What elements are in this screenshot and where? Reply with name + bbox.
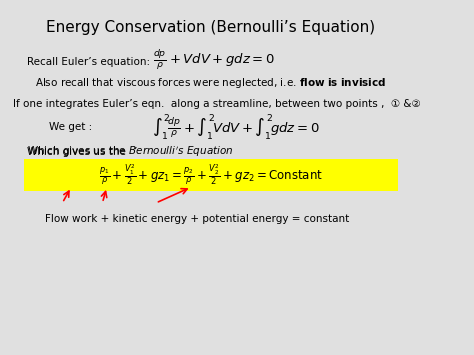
- Text: We get :: We get :: [49, 122, 92, 132]
- Text: Flow work + kinetic energy + potential energy = constant: Flow work + kinetic energy + potential e…: [45, 214, 349, 224]
- Text: $\frac{dp}{\rho}+VdV+gdz=0$: $\frac{dp}{\rho}+VdV+gdz=0$: [153, 48, 274, 72]
- Text: Recall Euler’s equation:: Recall Euler’s equation:: [27, 57, 150, 67]
- Text: Which gives us the $\mathbf{\mathit{Bernoulli's\ Equation}}$: Which gives us the $\mathbf{\mathit{Bern…: [27, 145, 233, 159]
- Text: $\int_1^2\!\frac{dp}{\rho}+\int_1^2\!VdV+\int_1^2\!gdz=0$: $\int_1^2\!\frac{dp}{\rho}+\int_1^2\!VdV…: [152, 112, 320, 142]
- Text: If one integrates Euler’s eqn.  along a streamline, between two points ,  ① &②: If one integrates Euler’s eqn. along a s…: [13, 99, 421, 109]
- FancyBboxPatch shape: [24, 159, 398, 191]
- Text: $\frac{p_1}{\rho}+\frac{V_1^2}{2}+gz_1=\frac{p_2}{\rho}+\frac{V_2^2}{2}+gz_2=\ma: $\frac{p_1}{\rho}+\frac{V_1^2}{2}+gz_1=\…: [99, 163, 323, 187]
- Text: ’: ’: [133, 147, 136, 157]
- Text: Which gives us the: Which gives us the: [27, 147, 129, 157]
- Text: Also recall that viscous forces were neglected, i.e. $\mathit{\mathbf{flow\ is\ : Also recall that viscous forces were neg…: [36, 76, 387, 90]
- Text: Energy Conservation (Bernoulli’s Equation): Energy Conservation (Bernoulli’s Equatio…: [46, 20, 375, 35]
